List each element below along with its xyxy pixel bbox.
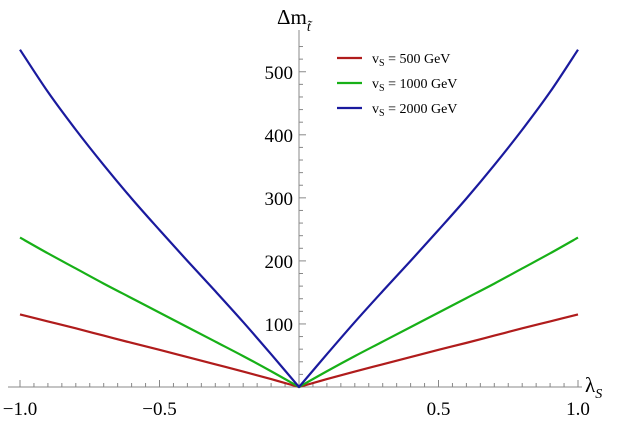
- x-tick-label: −1.0: [3, 399, 37, 420]
- legend-label: vS = 2000 GeV: [372, 102, 457, 119]
- y-tick-label: 500: [265, 63, 294, 84]
- y-axis-title-sub: t̃: [307, 20, 313, 35]
- x-tick-label: 0.5: [427, 399, 451, 420]
- y-tick-label: 100: [265, 315, 294, 336]
- y-tick-label: 200: [265, 252, 294, 273]
- series-lines: [19, 49, 579, 389]
- tick-labels: −1.0 −0.5 0.5 1.0 100 200 300 400 500: [3, 63, 590, 420]
- x-tick-label: −0.5: [142, 399, 176, 420]
- y-tick-label: 300: [265, 189, 294, 210]
- x-axis-title: λS: [585, 373, 602, 402]
- legend: vS = 500 GeV vS = 1000 GeV vS = 2000 GeV: [337, 52, 457, 119]
- x-tick-label: 1.0: [566, 399, 590, 420]
- series-line: [19, 49, 579, 389]
- legend-label: vS = 1000 GeV: [372, 77, 457, 94]
- y-axis-title: Δmt̃: [277, 5, 313, 35]
- y-tick-label: 400: [265, 126, 294, 147]
- legend-label: vS = 500 GeV: [372, 52, 450, 69]
